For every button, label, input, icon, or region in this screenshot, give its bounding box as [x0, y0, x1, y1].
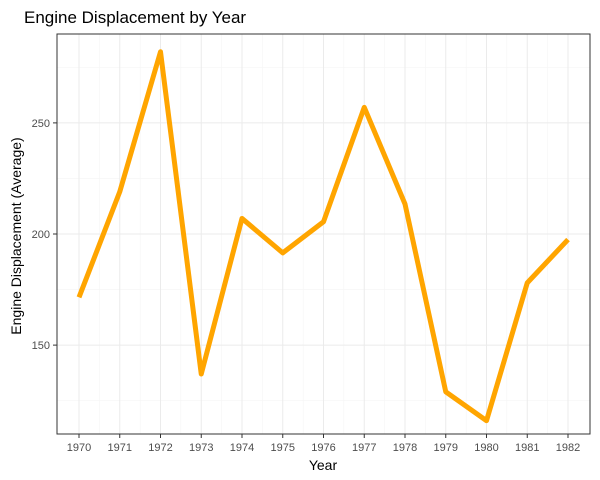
x-tick-label: 1976: [311, 442, 335, 454]
y-tick-label: 250: [32, 118, 50, 130]
y-tick-label: 150: [32, 340, 50, 352]
x-tick-label: 1980: [474, 442, 498, 454]
y-axis: 150 200 250: [32, 118, 57, 352]
x-tick-label: 1973: [189, 442, 213, 454]
x-tick-label: 1975: [271, 442, 295, 454]
x-tick-label: 1979: [434, 442, 458, 454]
x-tick-label: 1972: [148, 442, 172, 454]
x-tick-label: 1974: [230, 442, 254, 454]
x-tick-label: 1981: [515, 442, 539, 454]
y-axis-title: Engine Displacement (Average): [8, 137, 24, 334]
x-tick-label: 1971: [108, 442, 132, 454]
x-tick-label: 1982: [556, 442, 580, 454]
x-axis: 1970 1971 1972 1973 1974 1975 1976 1977 1978 1979…: [67, 434, 580, 454]
chart-title: Engine Displacement by Year: [24, 8, 246, 27]
x-axis-title: Year: [309, 457, 338, 473]
x-tick-label: 1978: [393, 442, 417, 454]
data-series: [76, 49, 570, 424]
y-tick-label: 200: [32, 229, 50, 241]
x-tick-label: 1977: [352, 442, 376, 454]
x-tick-label: 1970: [67, 442, 91, 454]
major-gridlines: [57, 34, 590, 434]
